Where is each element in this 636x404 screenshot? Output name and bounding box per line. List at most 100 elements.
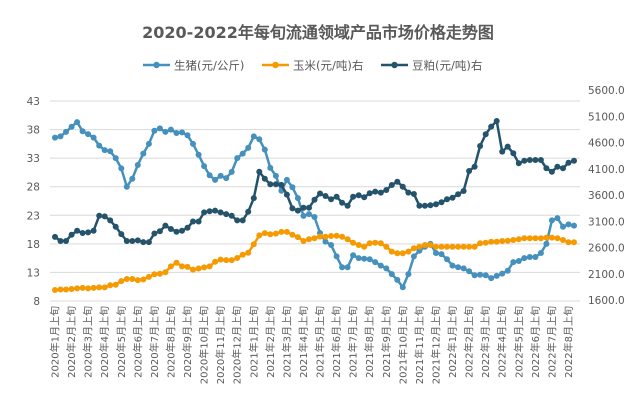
data-point — [515, 236, 522, 243]
data-point — [482, 131, 489, 138]
data-point — [223, 257, 230, 264]
data-point — [68, 286, 75, 292]
data-point — [405, 248, 412, 255]
data-point — [201, 264, 208, 271]
data-point — [63, 128, 69, 135]
data-point — [101, 284, 108, 291]
data-point — [90, 134, 97, 141]
data-point — [311, 196, 318, 203]
data-point — [245, 144, 252, 151]
data-point — [466, 168, 473, 174]
data-point — [223, 175, 230, 182]
x-tick-label: 2020年11月上旬 — [214, 306, 227, 384]
data-point — [151, 271, 158, 278]
data-point — [344, 202, 351, 209]
data-point — [245, 208, 252, 215]
data-point — [317, 233, 323, 240]
data-point — [383, 265, 390, 272]
x-tick-label: 2021年3月上旬 — [280, 306, 293, 378]
data-point — [471, 272, 478, 279]
data-point — [217, 209, 224, 216]
data-point — [179, 227, 185, 234]
data-point — [79, 284, 86, 291]
data-point — [388, 182, 395, 188]
x-tick-label: 2021年12月上旬 — [429, 306, 442, 384]
data-point — [129, 175, 136, 182]
data-point — [515, 258, 522, 264]
data-point — [410, 253, 417, 260]
data-point — [90, 227, 97, 234]
data-point — [306, 211, 312, 218]
data-point — [499, 270, 506, 277]
data-point — [548, 217, 555, 224]
data-point — [57, 238, 64, 244]
data-point — [460, 188, 467, 194]
data-point — [455, 264, 462, 271]
data-point — [256, 168, 263, 175]
data-point — [433, 201, 439, 208]
data-point — [328, 242, 335, 248]
x-tick-label: 2020年3月上旬 — [82, 306, 95, 378]
data-point — [339, 199, 346, 206]
data-point — [537, 250, 544, 256]
data-point — [521, 157, 528, 164]
data-point — [52, 287, 58, 293]
data-point — [526, 235, 533, 242]
data-point — [283, 191, 290, 198]
x-tick-label: 2022年5月上旬 — [512, 306, 525, 378]
data-point — [521, 235, 528, 242]
data-point — [63, 238, 69, 244]
data-point — [361, 243, 368, 250]
data-point — [322, 193, 329, 199]
x-tick-label: 2021年2月上旬 — [264, 306, 277, 378]
data-point — [477, 271, 484, 278]
data-point — [234, 255, 241, 261]
y-left-tick-label: 43 — [27, 96, 40, 108]
x-tick-label: 2021年9月上旬 — [380, 306, 393, 378]
data-point — [272, 172, 279, 179]
data-point — [482, 272, 489, 279]
y-left-tick-label: 23 — [27, 210, 40, 222]
data-point — [179, 263, 185, 270]
data-point — [560, 165, 566, 172]
data-point — [96, 284, 103, 291]
x-tick-label: 2022年1月上旬 — [446, 306, 459, 378]
data-point — [543, 240, 550, 247]
data-point — [173, 130, 180, 136]
data-point — [140, 239, 147, 246]
data-point — [560, 237, 566, 243]
y-left-tick-label: 18 — [27, 239, 40, 251]
data-point — [283, 176, 290, 183]
data-point — [79, 128, 86, 135]
series-2 — [52, 118, 577, 246]
data-point — [571, 239, 577, 246]
data-point — [543, 234, 550, 241]
data-point — [294, 195, 301, 202]
data-point — [228, 212, 235, 219]
data-point — [493, 238, 500, 245]
data-point — [311, 214, 318, 220]
data-point — [239, 251, 246, 258]
data-point — [267, 231, 274, 238]
y-right-tick-label: 1600.0 — [588, 295, 625, 307]
data-point — [162, 269, 169, 276]
data-point — [212, 258, 219, 265]
data-point — [510, 150, 517, 157]
x-tick-label: 2020年1月上旬 — [49, 306, 62, 378]
x-tick-label: 2020年12月上旬 — [231, 306, 244, 384]
data-point — [444, 243, 450, 250]
x-tick-label: 2020年9月上旬 — [181, 306, 194, 378]
data-point — [250, 195, 257, 202]
data-point — [344, 264, 351, 271]
data-point — [79, 230, 86, 236]
data-point — [548, 168, 555, 175]
data-point — [322, 238, 329, 245]
data-point — [477, 240, 484, 247]
data-point — [256, 232, 263, 239]
data-point — [532, 235, 539, 242]
data-point — [427, 242, 434, 248]
legend-marker — [153, 61, 160, 69]
data-point — [294, 234, 301, 241]
data-point — [145, 273, 152, 280]
data-point — [74, 119, 81, 126]
